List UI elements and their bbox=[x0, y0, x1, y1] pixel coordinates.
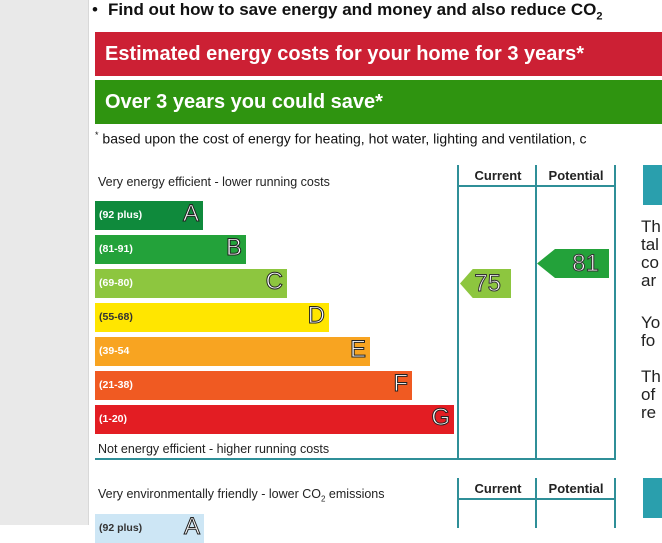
potential-rating-arrow: 81 bbox=[537, 249, 609, 278]
rating-band-c: (69-80) C bbox=[95, 268, 287, 298]
divider bbox=[614, 478, 616, 528]
window-gutter bbox=[0, 0, 89, 525]
rating-band-b: (81-91) B bbox=[95, 234, 246, 264]
divider bbox=[95, 458, 616, 460]
could-save-banner: Over 3 years you could save* bbox=[95, 80, 662, 124]
env-friendly-label: Very environmentally friendly - lower CO… bbox=[98, 487, 385, 504]
rating-band-a: (92 plus) A bbox=[95, 200, 203, 230]
band-letter: A bbox=[182, 200, 199, 228]
env-potential-header: Potential bbox=[548, 481, 604, 496]
rating-band-g: (1-20) G bbox=[95, 404, 454, 434]
band-range: (1-20) bbox=[99, 413, 128, 425]
bullet-item: • Find out how to save energy and money a… bbox=[92, 0, 603, 23]
footnote: * based upon the cost of energy for heat… bbox=[95, 130, 587, 147]
divider bbox=[457, 478, 459, 528]
side-paragraph-3: Th of re bbox=[641, 367, 661, 422]
current-rating-arrow: 75 bbox=[460, 269, 511, 298]
band-letter: G bbox=[431, 404, 451, 432]
divider bbox=[535, 478, 537, 528]
band-range: (92 plus) bbox=[99, 209, 143, 221]
side-paragraph-2: Yo fo bbox=[641, 313, 661, 350]
rating-band-f: (21-38) F bbox=[95, 370, 412, 400]
rating-band-d: (55-68) D bbox=[95, 302, 329, 332]
band-letter: C bbox=[265, 268, 283, 296]
potential-header: Potential bbox=[548, 168, 604, 183]
divider bbox=[457, 185, 616, 187]
estimated-costs-banner: Estimated energy costs for your home for… bbox=[95, 32, 662, 76]
band-letter: D bbox=[307, 302, 325, 330]
band-range: (55-68) bbox=[99, 311, 133, 323]
band-range: (21-38) bbox=[99, 379, 133, 391]
rating-band-e: (39-54 E bbox=[95, 336, 370, 366]
divider bbox=[614, 165, 616, 459]
band-range: (69-80) bbox=[99, 277, 133, 289]
divider bbox=[535, 165, 537, 459]
side-paragraph-1: Th tal co ar bbox=[641, 217, 661, 290]
section-heading-box bbox=[643, 478, 662, 518]
efficient-label: Very energy efficient - lower running co… bbox=[98, 175, 330, 189]
divider bbox=[457, 498, 616, 500]
env-current-header: Current bbox=[474, 481, 522, 496]
band-letter: B bbox=[225, 234, 242, 262]
band-letter: F bbox=[393, 370, 409, 398]
divider bbox=[457, 165, 459, 459]
inefficient-label: Not energy efficient - higher running co… bbox=[98, 442, 330, 456]
band-letter: E bbox=[349, 336, 366, 364]
env-band-a: (92 plus) A bbox=[95, 513, 204, 543]
current-header: Current bbox=[474, 168, 522, 183]
band-range: (81-91) bbox=[99, 243, 133, 255]
band-range: (39-54 bbox=[99, 345, 130, 357]
section-heading-box bbox=[643, 165, 662, 205]
